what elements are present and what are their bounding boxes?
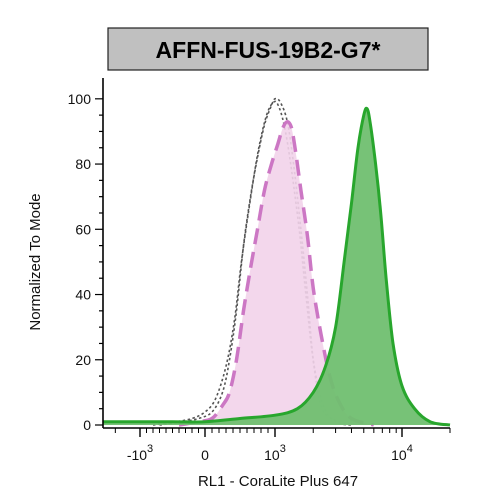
y-tick-label: 40 [75,287,91,303]
series-3-area [103,108,450,425]
x-tick-label: 104 [391,443,413,463]
x-axis-label: RL1 - CoraLite Plus 647 [198,473,358,490]
y-tick-label: 100 [68,91,92,107]
y-axis-label: Normalized To Mode [27,193,44,330]
series-2-area [179,121,374,425]
x-tick-label: 103 [264,443,286,463]
x-tick-label: 0 [201,447,209,463]
title-background [107,27,429,71]
series-2-line [178,119,375,427]
y-tick-label: 60 [75,221,91,237]
series-3-line [103,106,451,427]
axis-layer: 0 20 40 60 80 100 -103 0 103 104 [68,78,451,463]
y-tick-label: 20 [75,352,91,368]
series-layer [103,97,451,427]
chart-title-box: AFFN-FUS-19B2-G7* [107,27,429,71]
y-tick-label: 0 [83,417,91,433]
y-tick-label: 80 [75,156,91,172]
x-tick-label: -103 [127,443,153,463]
chart-title: AFFN-FUS-19B2-G7* [156,37,381,63]
series-1-line [152,100,352,426]
